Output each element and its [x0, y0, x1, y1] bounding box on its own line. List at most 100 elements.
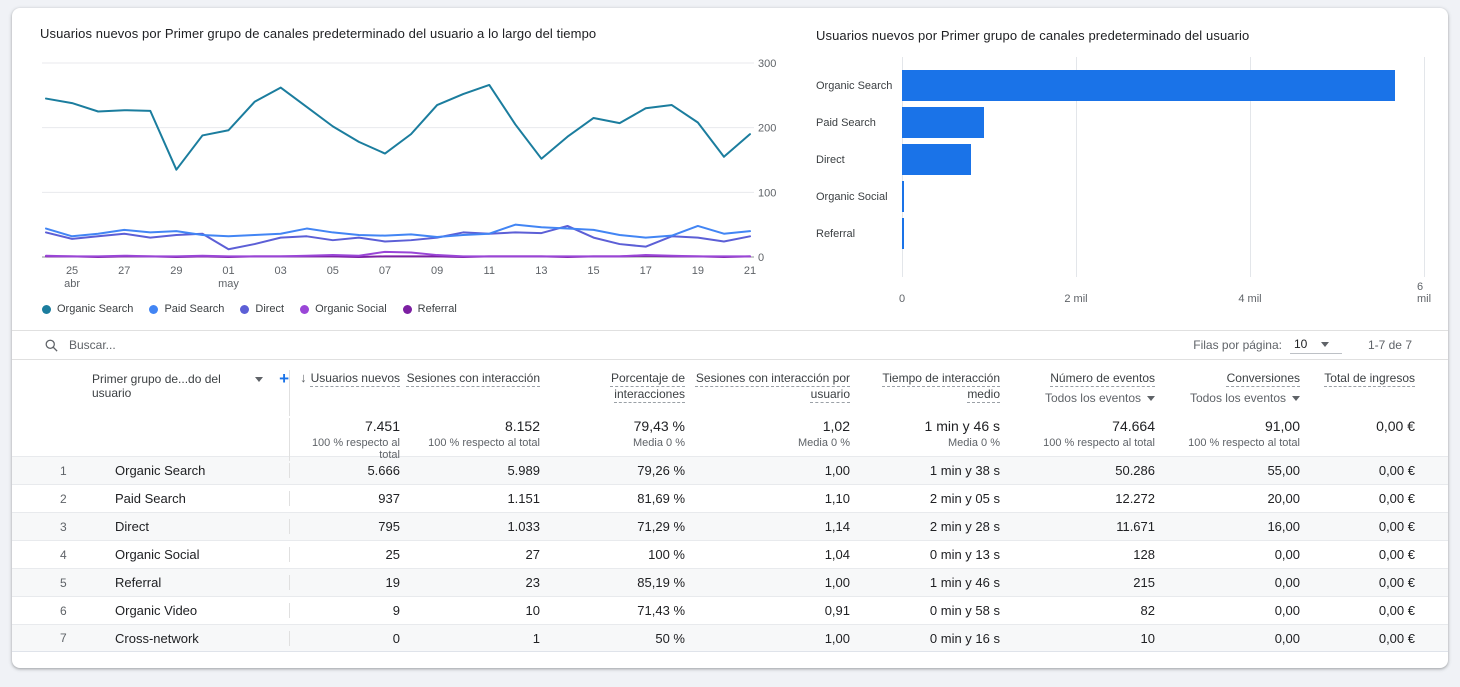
legend-label: Direct — [255, 303, 284, 315]
x-axis-tick-label: 03 — [275, 265, 287, 277]
metric-cell: 0 min y 13 s — [850, 547, 1000, 562]
bar-x-axis-tick-label: 4 mil — [1238, 293, 1261, 305]
legend-item[interactable]: Paid Search — [149, 303, 224, 315]
event-filter-dropdown[interactable]: Todos los eventos — [1000, 390, 1155, 406]
channel-name: Paid Search — [102, 491, 290, 506]
column-header-label[interactable]: Porcentaje de interacciones — [611, 371, 685, 401]
column-header[interactable]: Total de ingresos — [1300, 370, 1415, 416]
column-header[interactable]: Conversiones Todos los eventos — [1155, 370, 1300, 416]
rows-per-page: Filas por página: 10 — [1193, 336, 1342, 354]
column-header-label[interactable]: Sesiones con interacción — [407, 371, 540, 385]
bar-row: Organic Search — [816, 67, 1424, 104]
totals-caption: Media 0 % — [685, 437, 850, 449]
metric-cell: 81,69 % — [540, 491, 685, 506]
column-header[interactable]: Sesiones con interacción — [400, 370, 540, 416]
metric-cell: 128 — [1000, 547, 1155, 562]
row-number: 2 — [12, 492, 102, 506]
add-dimension-button[interactable]: + — [279, 372, 289, 386]
column-header-label[interactable]: Número de eventos — [1050, 371, 1155, 385]
line-chart-title: Usuarios nuevos por Primer grupo de cana… — [40, 26, 816, 41]
bar-x-axis-tick-label: 2 mil — [1064, 293, 1087, 305]
metric-cell: 79,26 % — [540, 463, 685, 478]
table-row: 5Referral192385,19 %1,001 min y 46 s2150… — [12, 568, 1448, 596]
table-row: 2Paid Search9371.15181,69 %1,102 min y 0… — [12, 484, 1448, 512]
totals-caption: 100 % respecto al total — [1155, 437, 1300, 449]
totals-cell: 79,43 %Media 0 % — [540, 418, 685, 461]
bar-organic-social[interactable] — [902, 181, 904, 212]
x-axis-tick-label: 17 — [640, 265, 652, 277]
bar-organic-search[interactable] — [902, 70, 1395, 101]
metric-cell: 55,00 — [1155, 463, 1300, 478]
metric-cell: 1 — [400, 631, 540, 646]
row-number: 5 — [12, 576, 102, 590]
column-header-label[interactable]: Usuarios nuevos — [311, 371, 400, 385]
legend-item[interactable]: Organic Social — [300, 303, 387, 315]
metric-cell: 10 — [400, 603, 540, 618]
legend-label: Paid Search — [164, 303, 224, 315]
column-header[interactable]: Porcentaje de interacciones — [540, 370, 685, 416]
line-chart[interactable]: 010020030025abr272901may0305070911131517… — [40, 49, 788, 301]
column-header-label[interactable]: Conversiones — [1227, 371, 1300, 385]
report-card: Usuarios nuevos por Primer grupo de cana… — [12, 8, 1448, 668]
bar-gridline — [1424, 57, 1425, 277]
legend-label: Organic Search — [57, 303, 133, 315]
line-series-paid-search[interactable] — [46, 225, 750, 238]
metric-cell: 0,00 € — [1300, 547, 1415, 562]
x-axis-tick-label: 27 — [118, 265, 130, 277]
legend-item[interactable]: Referral — [403, 303, 457, 315]
legend-item[interactable]: Organic Search — [42, 303, 133, 315]
rows-per-page-label: Filas por página: — [1193, 338, 1282, 352]
totals-caption: Media 0 % — [540, 437, 685, 449]
legend-item[interactable]: Direct — [240, 303, 284, 315]
event-filter-dropdown[interactable]: Todos los eventos — [1155, 390, 1300, 406]
column-header-label[interactable]: Total de ingresos — [1324, 371, 1415, 385]
column-header[interactable]: Tiempo de interacción medio — [850, 370, 1000, 416]
chevron-down-icon[interactable] — [255, 377, 263, 382]
bar-category-label: Organic Search — [816, 80, 894, 92]
totals-cell: 1 min y 46 sMedia 0 % — [850, 418, 1000, 461]
bar-track — [902, 144, 1424, 175]
column-header[interactable]: Número de eventos Todos los eventos — [1000, 370, 1155, 416]
y-axis-tick-label: 100 — [758, 187, 776, 199]
metric-cell: 50.286 — [1000, 463, 1155, 478]
row-number: 4 — [12, 548, 102, 562]
bar-referral[interactable] — [902, 218, 904, 249]
metric-cell: 0,00 € — [1300, 575, 1415, 590]
bar-chart-title: Usuarios nuevos por Primer grupo de cana… — [816, 28, 1424, 43]
totals-caption: Media 0 % — [850, 437, 1000, 449]
bar-rows: Organic SearchPaid SearchDirectOrganic S… — [816, 67, 1424, 252]
column-header-label[interactable]: Sesiones con interacción por usuario — [696, 371, 850, 401]
totals-value: 74.664 — [1000, 418, 1155, 434]
pagination-controls: Filas por página: 10 1-7 de 7 — [1193, 336, 1412, 354]
metric-cell: 5.666 — [290, 463, 400, 478]
channel-name: Organic Video — [102, 603, 290, 618]
rows-per-page-select[interactable]: 10 — [1290, 336, 1342, 354]
column-header-label[interactable]: Tiempo de interacción medio — [882, 371, 1000, 401]
sort-descending-icon: ↓ — [300, 370, 307, 385]
column-header[interactable]: ↓ Usuarios nuevos — [290, 370, 400, 416]
metric-cell: 16,00 — [1155, 519, 1300, 534]
bar-x-axis-tick-label: 6 mil — [1417, 281, 1431, 305]
metric-cell: 0,00 — [1155, 631, 1300, 646]
totals-value: 7.451 — [290, 418, 400, 434]
metric-cell: 1,14 — [685, 519, 850, 534]
dimension-header-label[interactable]: Primer grupo de...do del usuario — [92, 372, 245, 400]
bar-chart[interactable]: 02 mil4 mil6 milOrganic SearchPaid Searc… — [816, 57, 1424, 305]
bar-direct[interactable] — [902, 144, 971, 175]
search-input[interactable] — [69, 338, 329, 352]
column-header[interactable]: Sesiones con interacción por usuario — [685, 370, 850, 416]
channel-name: Cross-network — [102, 631, 290, 646]
metric-cell: 0 min y 16 s — [850, 631, 1000, 646]
metric-cell: 937 — [290, 491, 400, 506]
line-chart-legend: Organic Search Paid Search Direct Organic S… — [42, 303, 816, 315]
bar-paid-search[interactable] — [902, 107, 984, 138]
metric-cell: 5.989 — [400, 463, 540, 478]
metric-cell: 1.033 — [400, 519, 540, 534]
metric-cell: 82 — [1000, 603, 1155, 618]
legend-color-dot — [149, 305, 158, 314]
metric-cell: 27 — [400, 547, 540, 562]
metric-cell: 19 — [290, 575, 400, 590]
row-number: 3 — [12, 520, 102, 534]
channel-name: Organic Social — [102, 547, 290, 562]
row-number: 7 — [12, 631, 102, 645]
